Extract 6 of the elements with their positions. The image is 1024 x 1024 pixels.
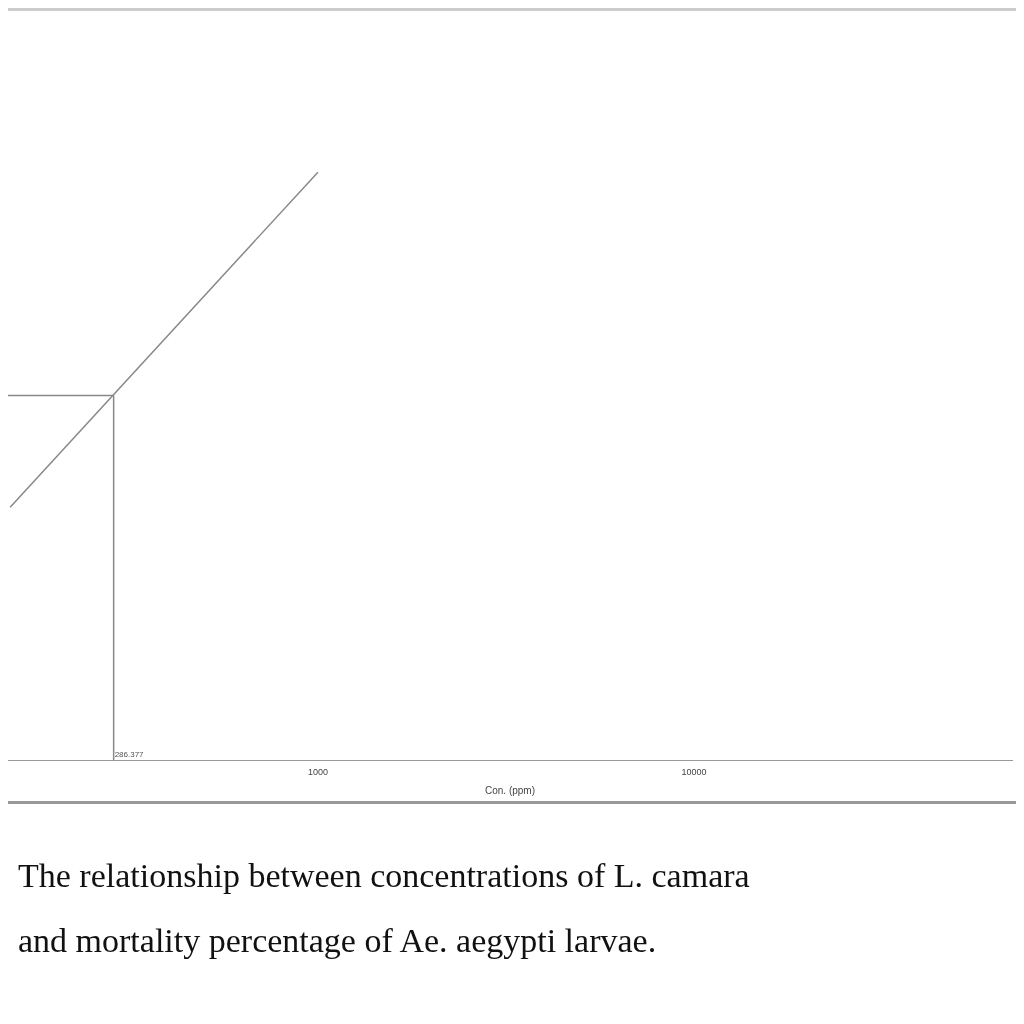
x-axis-title: Con. (ppm) bbox=[484, 784, 536, 796]
text: and mortality percentage of Ae. aegypti larvae. bbox=[18, 920, 658, 961]
x-tick-label: 1000 bbox=[307, 767, 328, 778]
annotation: 286.377 bbox=[114, 750, 145, 760]
text: The relationship between concentrations of L. camara bbox=[18, 856, 751, 896]
x-tick-label: 10000 bbox=[681, 767, 707, 778]
